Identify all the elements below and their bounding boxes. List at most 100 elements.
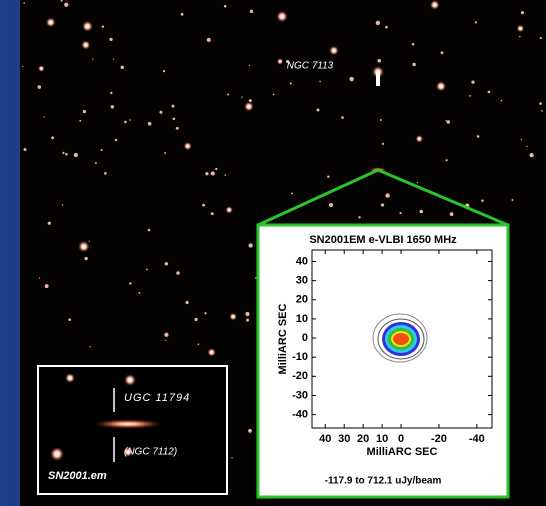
star	[205, 172, 209, 176]
star	[519, 35, 521, 38]
x-tick-label: 40	[319, 433, 331, 445]
star	[38, 277, 41, 279]
star	[94, 161, 97, 164]
star	[171, 104, 175, 108]
y-tick-label: -20	[292, 370, 308, 382]
star	[471, 80, 475, 84]
contours	[372, 313, 428, 363]
star	[429, 0, 440, 10]
star	[385, 25, 388, 29]
star	[248, 243, 253, 248]
star	[124, 120, 127, 124]
host-inset	[37, 365, 228, 495]
star	[446, 120, 451, 124]
star	[68, 318, 72, 321]
star	[379, 119, 382, 121]
star	[183, 142, 192, 151]
star	[229, 312, 238, 321]
star	[129, 282, 132, 285]
vlbi-inset	[256, 223, 510, 499]
star	[164, 332, 169, 337]
star	[476, 135, 480, 138]
x-tick-label: 0	[398, 433, 404, 445]
star	[246, 318, 250, 322]
star	[327, 175, 330, 178]
star	[43, 116, 45, 118]
star	[231, 457, 233, 459]
star	[64, 2, 69, 7]
star	[380, 203, 385, 207]
star	[541, 110, 543, 112]
star	[207, 348, 216, 357]
star	[329, 45, 339, 56]
y-tick-label: 20	[296, 294, 308, 306]
star	[175, 126, 179, 130]
star	[78, 240, 90, 253]
star	[245, 311, 250, 317]
x-tick-label: -20	[431, 433, 447, 445]
star	[197, 343, 200, 345]
y-axis-label: MilliARC SEC	[277, 304, 289, 375]
star	[51, 136, 55, 140]
star	[520, 138, 522, 141]
star	[164, 151, 167, 154]
star	[84, 256, 88, 261]
star	[445, 159, 448, 162]
label-ugc11794: UGC 11794	[124, 392, 190, 404]
ngc-7113-core	[376, 72, 380, 86]
x-axis-label: MilliARC SEC	[367, 446, 438, 458]
star	[73, 153, 78, 158]
y-tick-label: -30	[292, 389, 308, 401]
star	[23, 2, 25, 4]
y-tick-label: 10	[296, 313, 308, 325]
star	[138, 291, 141, 294]
star	[248, 99, 252, 103]
star	[487, 90, 491, 94]
star	[474, 21, 477, 24]
y-tick-label: 0	[302, 332, 308, 344]
y-tick-label: -40	[292, 409, 308, 421]
inset-title: SN2001EM e-VLBI 1650 MHz	[309, 234, 457, 246]
star	[147, 121, 152, 126]
star	[272, 93, 275, 96]
star	[399, 211, 402, 215]
star	[62, 151, 65, 154]
star	[291, 192, 294, 195]
star	[165, 339, 167, 342]
star	[385, 193, 390, 198]
star	[109, 37, 113, 41]
star	[22, 65, 24, 68]
star	[81, 20, 93, 32]
star	[81, 40, 91, 50]
star	[123, 447, 133, 457]
star	[285, 60, 290, 64]
star	[120, 65, 124, 70]
star	[104, 172, 107, 175]
star	[50, 447, 64, 461]
plot-frame	[311, 249, 493, 429]
y-tick-label: 30	[296, 275, 308, 287]
label-ngc7112: (NGC 7112)	[124, 447, 177, 458]
star	[526, 145, 528, 148]
star	[419, 209, 424, 214]
star	[411, 43, 415, 46]
star	[110, 91, 113, 95]
x-tick-label: 20	[357, 433, 369, 445]
star	[276, 10, 288, 23]
star	[180, 12, 184, 16]
star	[248, 64, 251, 67]
star	[349, 76, 354, 82]
star	[224, 174, 226, 176]
star	[511, 198, 514, 201]
star	[319, 80, 321, 83]
x-tick-label: -40	[469, 433, 485, 445]
star	[254, 277, 257, 279]
star	[47, 221, 51, 225]
star	[88, 240, 90, 242]
star	[516, 24, 525, 33]
star	[225, 206, 233, 214]
star	[215, 167, 218, 171]
star	[164, 262, 169, 266]
star	[89, 346, 91, 348]
star	[539, 36, 542, 40]
